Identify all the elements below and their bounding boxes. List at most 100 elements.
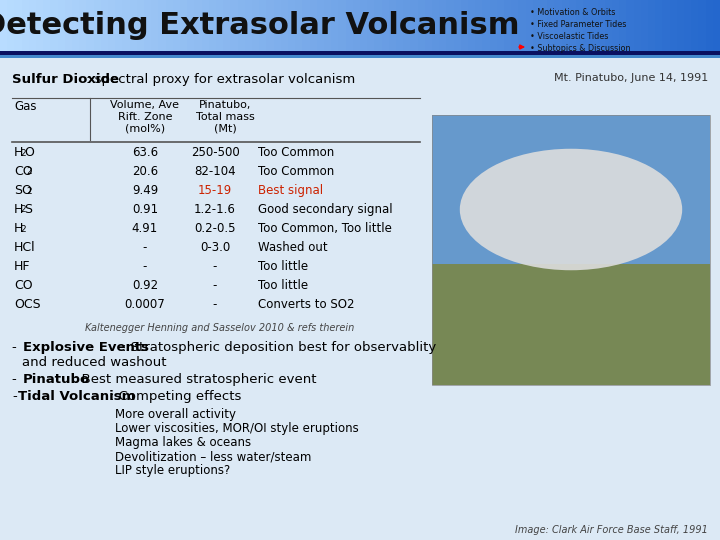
Text: Volume, Ave
Rift. Zone
(mol%): Volume, Ave Rift. Zone (mol%) [110,100,179,133]
Bar [446,0,454,55]
Text: 2: 2 [26,186,32,195]
Text: More overall activity: More overall activity [115,408,236,421]
Bar [576,0,583,55]
Bar [259,0,266,55]
Text: 2: 2 [20,206,26,214]
Bar [137,0,144,55]
Text: -: - [143,260,147,273]
Bar [0,0,7,55]
Text: 82-104: 82-104 [194,165,236,178]
Bar [562,0,569,55]
Bar [461,0,468,55]
Text: HF: HF [14,260,30,273]
Bar [425,0,432,55]
Bar [554,0,562,55]
Text: 2: 2 [20,225,26,233]
Bar [180,0,187,55]
Bar [194,0,202,55]
Bar [252,0,259,55]
Text: 0.91: 0.91 [132,203,158,216]
Bar [569,0,576,55]
Text: Too Common: Too Common [258,146,334,159]
Text: 20.6: 20.6 [132,165,158,178]
Bar [670,0,677,55]
Text: 15-19: 15-19 [198,184,232,197]
Text: -: - [143,241,147,254]
Bar [266,0,274,55]
Text: Kaltenegger Henning and Sasselov 2010 & refs therein: Kaltenegger Henning and Sasselov 2010 & … [86,323,355,333]
Text: : Best measured stratospheric event: : Best measured stratospheric event [73,373,316,386]
Bar [288,0,295,55]
Text: Image: Clark Air Force Base Staff, 1991: Image: Clark Air Force Base Staff, 1991 [515,525,708,535]
Bar [238,0,245,55]
Bar [497,0,504,55]
Bar [655,0,662,55]
Text: Too Common: Too Common [258,165,334,178]
Bar [634,0,641,55]
Bar [605,0,612,55]
Text: H: H [14,222,23,235]
Text: Gas: Gas [14,100,37,113]
Text: CO: CO [14,279,32,292]
Bar [281,0,288,55]
Bar [432,0,439,55]
Bar [475,0,482,55]
Text: 63.6: 63.6 [132,146,158,159]
Bar [79,0,86,55]
Bar [324,0,331,55]
Bar [432,264,710,385]
Bar [108,0,115,55]
Bar [454,0,461,55]
Text: • Motivation & Orbits: • Motivation & Orbits [530,8,616,17]
Text: 9.49: 9.49 [132,184,158,197]
Bar [648,0,655,55]
Bar [504,0,511,55]
Text: Too little: Too little [258,279,308,292]
Bar [0,55,720,58]
Bar [202,0,209,55]
Bar [482,0,490,55]
Bar [418,0,425,55]
Bar [468,0,475,55]
Bar [310,0,317,55]
Bar [547,0,554,55]
Text: Too little: Too little [258,260,308,273]
Text: 4.91: 4.91 [132,222,158,235]
Text: -: - [12,341,21,354]
Bar [612,0,619,55]
Bar [626,0,634,55]
Bar [50,0,58,55]
Bar [353,0,360,55]
Text: • Viscoelastic Tides: • Viscoelastic Tides [530,32,608,41]
Bar [115,0,122,55]
Text: Explosive Events: Explosive Events [23,341,149,354]
Text: CO: CO [14,165,32,178]
Bar [662,0,670,55]
Bar [396,0,403,55]
Bar [230,0,238,55]
Bar [583,0,590,55]
Text: S: S [24,203,32,216]
Text: Too Common, Too little: Too Common, Too little [258,222,392,235]
Bar [389,0,396,55]
Bar [130,0,137,55]
Bar [144,0,151,55]
Bar [684,0,691,55]
Text: -: - [213,298,217,311]
Bar [245,0,252,55]
Bar [166,0,173,55]
Bar [691,0,698,55]
Bar [518,0,526,55]
Bar [29,0,36,55]
Text: Lower viscosities, MOR/OI style eruptions: Lower viscosities, MOR/OI style eruption… [115,422,359,435]
Bar [713,0,720,55]
Text: -: - [12,373,21,386]
Text: Best signal: Best signal [258,184,323,197]
Text: Converts to SO2: Converts to SO2 [258,298,354,311]
Text: 0.0007: 0.0007 [125,298,166,311]
Bar [86,0,94,55]
Text: 2: 2 [26,167,32,177]
Bar [526,0,533,55]
Bar [598,0,605,55]
Bar [590,0,598,55]
